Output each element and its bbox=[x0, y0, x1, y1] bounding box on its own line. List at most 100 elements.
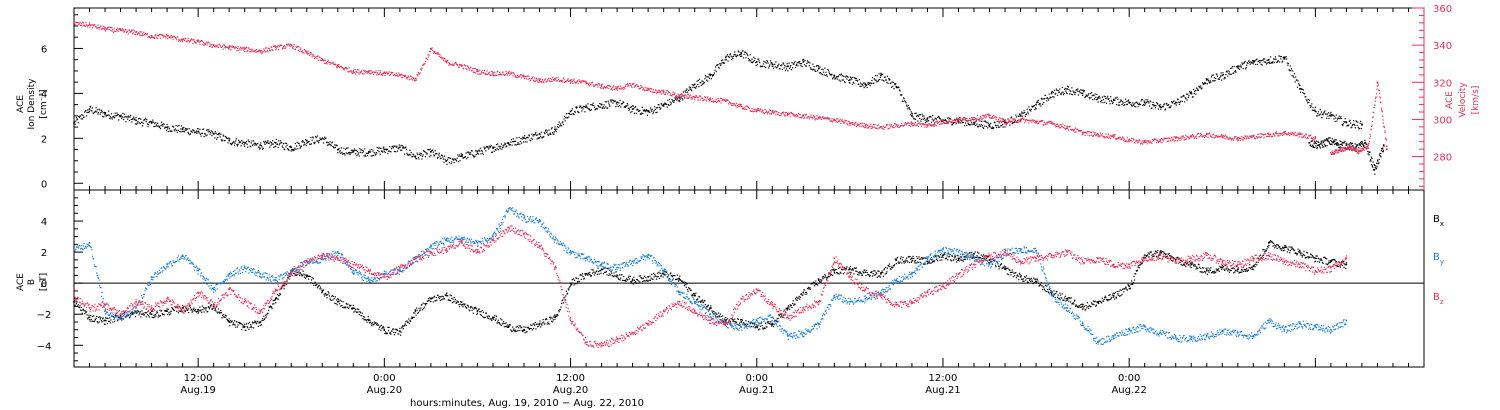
top-series-2-point bbox=[337, 64, 339, 67]
x-tick-time-label: 12:00 bbox=[184, 373, 213, 384]
top-series-2-point bbox=[616, 87, 618, 89]
x-tick-time-label: 12:00 bbox=[556, 373, 585, 384]
series-By-point bbox=[600, 263, 603, 266]
series-By-point bbox=[1112, 335, 1115, 337]
top-series-2-point bbox=[492, 72, 494, 74]
series-Bx-point bbox=[1190, 263, 1192, 266]
series-Bx-point bbox=[911, 257, 913, 260]
series-Bz-point bbox=[538, 245, 541, 247]
top-series-2-point bbox=[771, 111, 774, 113]
series-Bz-point bbox=[554, 266, 556, 269]
top-series-0-point bbox=[1330, 115, 1332, 117]
top-series-0-point bbox=[849, 79, 851, 81]
legend-entry-Bx: Bx bbox=[1433, 214, 1444, 228]
bottom-y-tick-label: 2 bbox=[41, 248, 47, 259]
x-tick-date-label: Aug.19 bbox=[180, 385, 215, 396]
top-series-2-point bbox=[1237, 137, 1239, 139]
top-series-0-point bbox=[274, 142, 277, 144]
series-By-point bbox=[1268, 319, 1270, 322]
series-By-point bbox=[104, 310, 106, 312]
top-series-2-point bbox=[104, 27, 106, 30]
top-series-0-point bbox=[926, 117, 929, 119]
series-Bx-point bbox=[1097, 301, 1099, 303]
series-By-point bbox=[1252, 335, 1255, 337]
series-By-point bbox=[693, 301, 696, 303]
top-series-2-point bbox=[1050, 122, 1053, 124]
top-series-2-point bbox=[569, 79, 572, 82]
legend-entry-subscript: z bbox=[1440, 298, 1444, 306]
legend-entry-main: B bbox=[1433, 292, 1440, 303]
series-Bx-point bbox=[880, 273, 882, 275]
top-series-2-point bbox=[368, 70, 370, 72]
series-Bz-point bbox=[337, 257, 339, 260]
series-By-point bbox=[1019, 248, 1022, 250]
series-Bz-point bbox=[476, 251, 479, 253]
legend-entry-subscript: x bbox=[1440, 220, 1444, 228]
series-Bz-point bbox=[647, 322, 649, 325]
legend-entry-Bz: Bz bbox=[1433, 292, 1444, 306]
series-Bz-point bbox=[1237, 263, 1239, 266]
top-y-axis-label-line: Ion Density bbox=[27, 78, 37, 130]
series-By-point bbox=[1035, 249, 1037, 252]
top-series-0-point bbox=[1237, 65, 1239, 68]
top-series-2-point bbox=[197, 40, 199, 43]
series-By-point bbox=[864, 297, 867, 300]
series-Bx-point bbox=[631, 279, 634, 281]
series-Bx-point bbox=[212, 305, 215, 308]
top-series-0-point bbox=[1314, 110, 1317, 113]
top-series-2-point bbox=[1314, 137, 1317, 139]
series-Bx-point bbox=[926, 260, 929, 263]
top-series-1 bbox=[1308, 137, 1385, 175]
top-series-2-point bbox=[228, 46, 230, 48]
series-Bx-point bbox=[787, 307, 789, 309]
series-Bz-point bbox=[833, 257, 836, 260]
top-y-tick-label: 0 bbox=[41, 179, 47, 190]
series-Bx-point bbox=[538, 322, 541, 325]
top-series-0-point bbox=[461, 155, 463, 158]
x-tick-date-label: Aug.20 bbox=[367, 385, 402, 396]
x-tick-date-label: Aug.21 bbox=[739, 385, 774, 396]
series-Bx-point bbox=[243, 325, 246, 328]
top-series-2-point bbox=[1174, 137, 1177, 139]
top-series-0-point bbox=[259, 144, 261, 146]
top-series-2-point bbox=[678, 94, 680, 97]
x-tick-date-label: Aug.20 bbox=[553, 385, 588, 396]
series-Bx-point bbox=[1345, 263, 1348, 266]
top-series-0-point bbox=[709, 74, 711, 77]
series-Bz-point bbox=[818, 301, 820, 303]
series-Bz-point bbox=[150, 307, 153, 309]
series-By-point bbox=[1174, 336, 1177, 339]
top-series-0-point bbox=[181, 128, 184, 131]
series-By-point bbox=[274, 279, 277, 281]
bottom-y-axis-label-line: ACE bbox=[16, 273, 26, 291]
series-Bx-point bbox=[228, 321, 230, 323]
top-series-2-point bbox=[709, 98, 711, 100]
series-Bx-point bbox=[756, 325, 758, 328]
series-Bx-point bbox=[1314, 257, 1317, 260]
series-By-point bbox=[1299, 322, 1301, 325]
top-series-2-point bbox=[352, 70, 355, 72]
series-By-point bbox=[523, 217, 525, 219]
top-series-2-point bbox=[1283, 131, 1286, 134]
series-Bz-point bbox=[1268, 254, 1270, 256]
top-series-0-point bbox=[895, 85, 898, 88]
x-tick-date-label: Aug.22 bbox=[1111, 385, 1146, 396]
top-panel-frame bbox=[73, 7, 1425, 191]
series-Bx-point bbox=[104, 319, 106, 322]
series-By-point bbox=[585, 257, 587, 260]
top-series-1-point bbox=[1345, 144, 1348, 146]
right-y-tick-label: 340 bbox=[1433, 41, 1452, 52]
top-series-2-point bbox=[150, 35, 153, 37]
series-Bz-point bbox=[1252, 257, 1255, 260]
top-series-0-point bbox=[988, 124, 991, 126]
top-series-2-point bbox=[973, 116, 975, 119]
top-series-0-point bbox=[1345, 121, 1348, 124]
series-Bz-point bbox=[1345, 257, 1348, 260]
top-series-2-point bbox=[274, 46, 277, 48]
top-y-tick-label: 4 bbox=[41, 89, 47, 100]
series-By-point bbox=[787, 335, 789, 337]
series-By-point bbox=[1066, 307, 1068, 309]
series-Bz-point bbox=[104, 304, 106, 306]
series-By-point bbox=[569, 251, 572, 253]
top-series-2-point bbox=[1097, 133, 1099, 136]
